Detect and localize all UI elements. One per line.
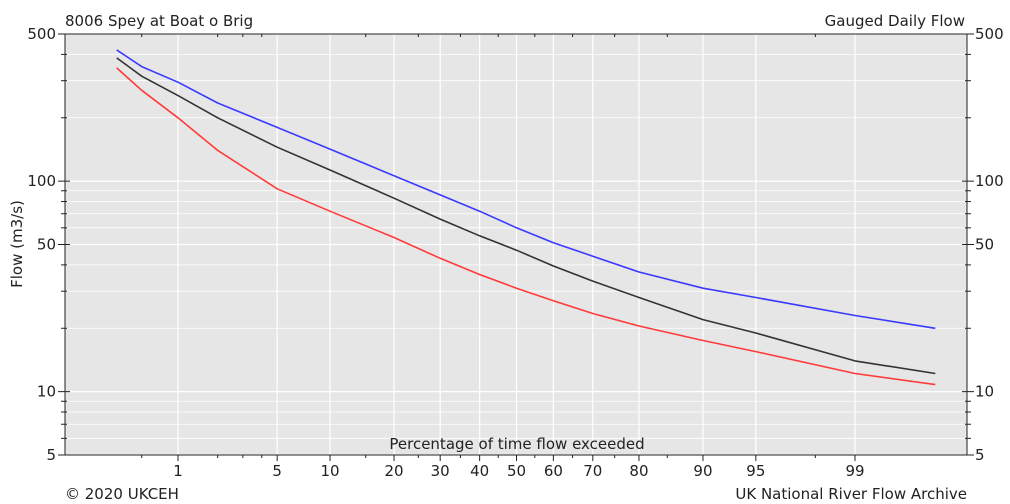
x-tick-label: 60 (544, 462, 563, 480)
y-tick-label-left: 5 (46, 446, 56, 464)
series-line-2 (116, 67, 936, 386)
series-type-label: Gauged Daily Flow (825, 12, 965, 30)
tick-labels: 1 5 10 20 30 40 50 60 70 80 90 95 99 5 5 10 10 50 50 100 100… (27, 25, 1003, 480)
x-tick-label: 99 (845, 462, 864, 480)
y-tick-label-right: 5 (975, 446, 985, 464)
y-tick-label-right: 50 (975, 236, 994, 254)
series-line-1 (116, 57, 936, 375)
y-tick-label-right: 500 (975, 25, 1004, 43)
grid (65, 33, 967, 456)
series-group (116, 49, 936, 386)
x-tick-label: 80 (629, 462, 648, 480)
y-axis-label: Flow (m3/s) (8, 200, 26, 288)
x-tick-label: 50 (507, 462, 526, 480)
x-tick-label: 1 (173, 462, 183, 480)
x-tick-label: 30 (431, 462, 450, 480)
x-tick-label: 90 (693, 462, 712, 480)
plot-frame (64, 33, 968, 456)
y-tick-label-left: 10 (37, 383, 56, 401)
copyright-label: © 2020 UKCEH (65, 485, 179, 503)
source-label: UK National River Flow Archive (735, 485, 967, 503)
series-line-0 (116, 49, 936, 330)
x-tick-label: 70 (583, 462, 602, 480)
y-tick-label-left: 50 (37, 236, 56, 254)
y-tick-label-left: 100 (27, 172, 56, 190)
y-tick-label-left: 500 (27, 25, 56, 43)
station-title: 8006 Spey at Boat o Brig (65, 12, 253, 30)
y-tick-label-right: 10 (975, 383, 994, 401)
x-tick-label: 5 (272, 462, 282, 480)
axis-ticks (58, 33, 974, 461)
y-tick-label-right: 100 (975, 172, 1004, 190)
x-tick-label: 10 (320, 462, 339, 480)
x-tick-label: 95 (746, 462, 765, 480)
x-tick-label: 20 (384, 462, 403, 480)
x-tick-label: 40 (470, 462, 489, 480)
x-axis-label: Percentage of time flow exceeded (389, 435, 644, 453)
